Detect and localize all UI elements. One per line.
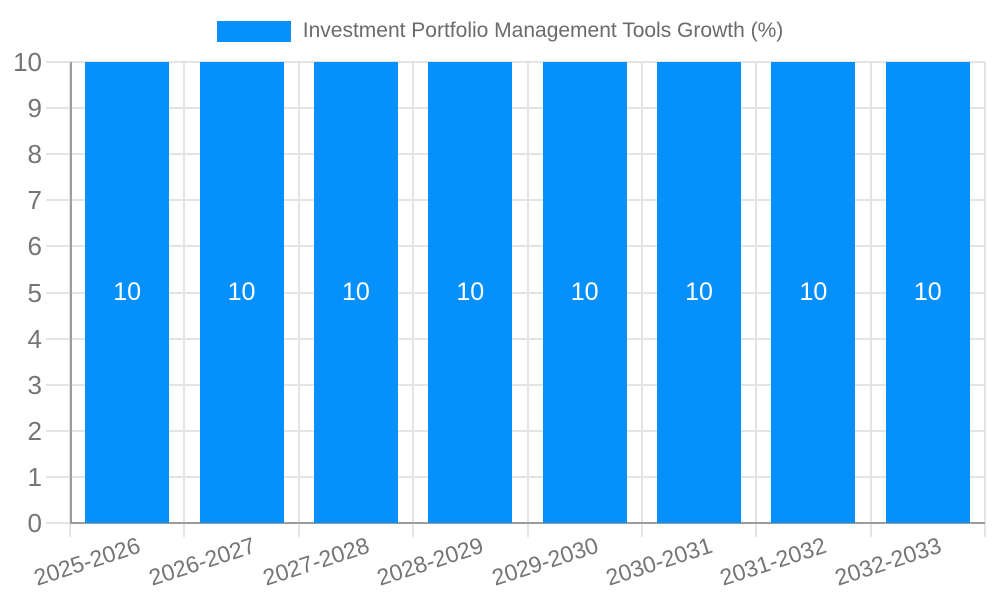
bar-value-label: 10 <box>227 278 256 306</box>
vertical-gridline <box>526 62 529 523</box>
chart-legend: Investment Portfolio Management Tools Gr… <box>0 18 1000 44</box>
horizontal-gridline <box>46 475 985 478</box>
y-tick-label-3: 3 <box>27 369 42 400</box>
x-axis-tick <box>526 523 529 537</box>
x-axis-tick <box>984 523 986 537</box>
bar-value-label: 10 <box>799 278 828 306</box>
vertical-gridline <box>412 62 415 523</box>
horizontal-gridline <box>46 107 985 110</box>
bar-value-label: 10 <box>113 278 142 306</box>
legend-color-swatch <box>216 20 291 42</box>
horizontal-gridline <box>46 245 985 248</box>
bar-value-label: 10 <box>456 278 485 306</box>
bar-2031-2032: 10 <box>771 62 856 523</box>
y-axis-line <box>70 62 72 523</box>
y-tick-label-7: 7 <box>27 185 42 216</box>
y-tick-label-4: 4 <box>27 323 42 354</box>
bar-2025-2026: 10 <box>85 62 170 523</box>
horizontal-gridline <box>46 383 985 386</box>
bar-value-label: 10 <box>342 278 370 306</box>
bar-value-label: 10 <box>570 278 599 306</box>
vertical-gridline <box>183 62 186 523</box>
y-tick-label-8: 8 <box>27 139 42 170</box>
vertical-gridline <box>755 62 758 523</box>
y-tick-label-2: 2 <box>27 415 42 446</box>
legend-series-label: Investment Portfolio Management Tools Gr… <box>302 19 784 42</box>
x-axis-line <box>70 522 985 524</box>
plot-area: 10 10 10 10 10 10 10 10 <box>46 61 986 537</box>
horizontal-gridline <box>46 429 985 432</box>
bar-2032-2033: 10 <box>885 62 970 523</box>
bar-value-label: 10 <box>685 278 713 306</box>
y-tick-label-6: 6 <box>27 231 42 262</box>
bar-value-label: 10 <box>913 278 942 306</box>
x-axis-tick <box>412 523 415 537</box>
y-tick-label-5: 5 <box>27 277 42 308</box>
horizontal-gridline <box>46 61 985 63</box>
y-tick-label-9: 9 <box>27 93 42 124</box>
y-tick-label-10: 10 <box>13 47 42 77</box>
bar-2030-2031: 10 <box>657 62 742 523</box>
x-axis-tick <box>640 523 643 537</box>
x-axis-tick <box>755 523 758 537</box>
y-tick-label-0: 0 <box>27 508 42 538</box>
y-tick-label-1: 1 <box>27 461 42 492</box>
vertical-gridline <box>297 62 300 523</box>
bar-2027-2028: 10 <box>313 62 398 523</box>
horizontal-gridline <box>46 153 985 156</box>
vertical-gridline <box>640 62 643 523</box>
bar-2026-2027: 10 <box>199 62 284 523</box>
x-axis-tick <box>183 523 186 537</box>
horizontal-gridline <box>46 199 985 202</box>
x-axis-tick <box>869 523 872 537</box>
vertical-gridline <box>984 62 986 523</box>
x-axis-tick <box>297 523 300 537</box>
vertical-gridline <box>869 62 872 523</box>
horizontal-gridline <box>46 291 985 294</box>
bar-2029-2030: 10 <box>542 62 627 523</box>
horizontal-gridline <box>46 337 985 340</box>
x-axis-tick <box>69 523 71 537</box>
bar-2028-2029: 10 <box>428 62 513 523</box>
